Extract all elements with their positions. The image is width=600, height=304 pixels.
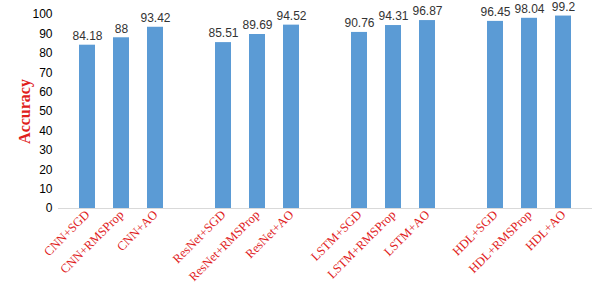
svg-text:70: 70 [39,66,53,80]
svg-text:94.31: 94.31 [378,9,408,23]
svg-text:93.42: 93.42 [140,11,170,25]
svg-text:10: 10 [39,182,53,196]
svg-text:90: 90 [39,27,53,41]
svg-text:88: 88 [115,22,129,36]
svg-text:HDL+AO: HDL+AO [523,208,569,254]
svg-text:ResNet+SGD: ResNet+SGD [169,207,229,267]
svg-text:CNN+SGD: CNN+SGD [41,207,93,259]
svg-text:20: 20 [39,163,53,177]
svg-text:LSTM+RMSProp: LSTM+RMSProp [324,207,399,282]
svg-text:84.18: 84.18 [72,29,102,43]
svg-text:ResNet+RMSProp: ResNet+RMSProp [186,207,263,284]
svg-text:40: 40 [39,124,53,138]
svg-text:100: 100 [32,7,52,21]
svg-text:HDL+RMSProp: HDL+RMSProp [466,207,535,276]
svg-text:50: 50 [39,104,53,118]
svg-text:HDL+SGD: HDL+SGD [449,207,501,259]
svg-text:98.04: 98.04 [514,2,544,16]
svg-text:LSTM+AO: LSTM+AO [381,208,432,259]
svg-text:85.51: 85.51 [208,26,238,40]
svg-text:96.87: 96.87 [412,4,442,18]
svg-text:94.52: 94.52 [276,9,306,23]
svg-text:99.2: 99.2 [552,0,576,14]
svg-text:89.69: 89.69 [242,18,272,32]
svg-text:60: 60 [39,85,53,99]
svg-text:LSTM+SGD: LSTM+SGD [308,207,365,264]
svg-text:80: 80 [39,46,53,60]
svg-text:0: 0 [46,201,53,215]
svg-text:CNN+RMSProp: CNN+RMSProp [57,207,127,277]
svg-text:30: 30 [39,143,53,157]
svg-text:Accuracy: Accuracy [16,79,34,144]
svg-text:96.45: 96.45 [480,5,510,19]
svg-text:90.76: 90.76 [344,16,374,30]
svg-text:ResNet+AO: ResNet+AO [243,208,297,262]
svg-text:CNN+AO: CNN+AO [114,208,160,254]
